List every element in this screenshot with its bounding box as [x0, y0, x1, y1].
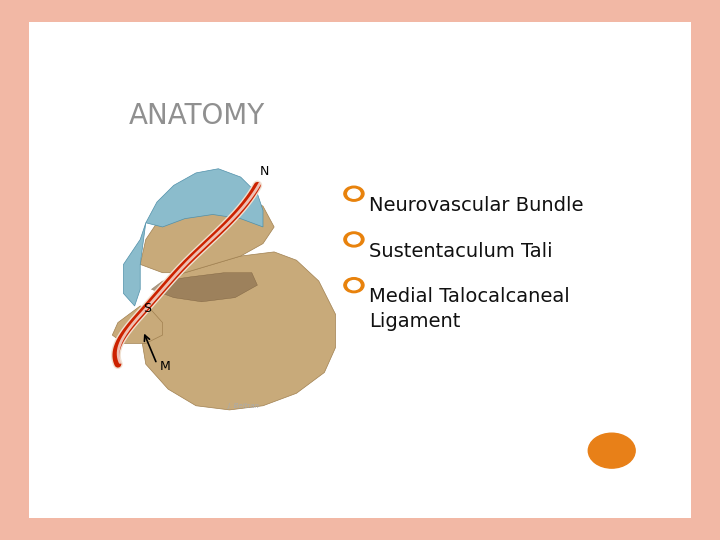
Polygon shape: [140, 190, 274, 273]
Circle shape: [348, 281, 360, 290]
Polygon shape: [151, 273, 258, 302]
Polygon shape: [124, 223, 145, 306]
Text: Medial Talocalcaneal
Ligament: Medial Talocalcaneal Ligament: [369, 287, 570, 331]
Circle shape: [344, 186, 364, 201]
Text: M: M: [160, 360, 171, 374]
Polygon shape: [145, 168, 263, 227]
Circle shape: [344, 232, 364, 247]
Circle shape: [588, 433, 635, 468]
Polygon shape: [140, 252, 336, 410]
Text: S: S: [143, 302, 151, 315]
Text: J. Beltran: J. Beltran: [227, 403, 258, 409]
Text: N: N: [260, 165, 269, 178]
Text: Sustentaculum Tali: Sustentaculum Tali: [369, 241, 553, 260]
Polygon shape: [112, 306, 163, 343]
Circle shape: [348, 235, 360, 244]
Circle shape: [344, 278, 364, 293]
Text: ANATOMY: ANATOMY: [129, 102, 265, 130]
Circle shape: [348, 189, 360, 198]
Text: Neurovascular Bundle: Neurovascular Bundle: [369, 196, 583, 215]
